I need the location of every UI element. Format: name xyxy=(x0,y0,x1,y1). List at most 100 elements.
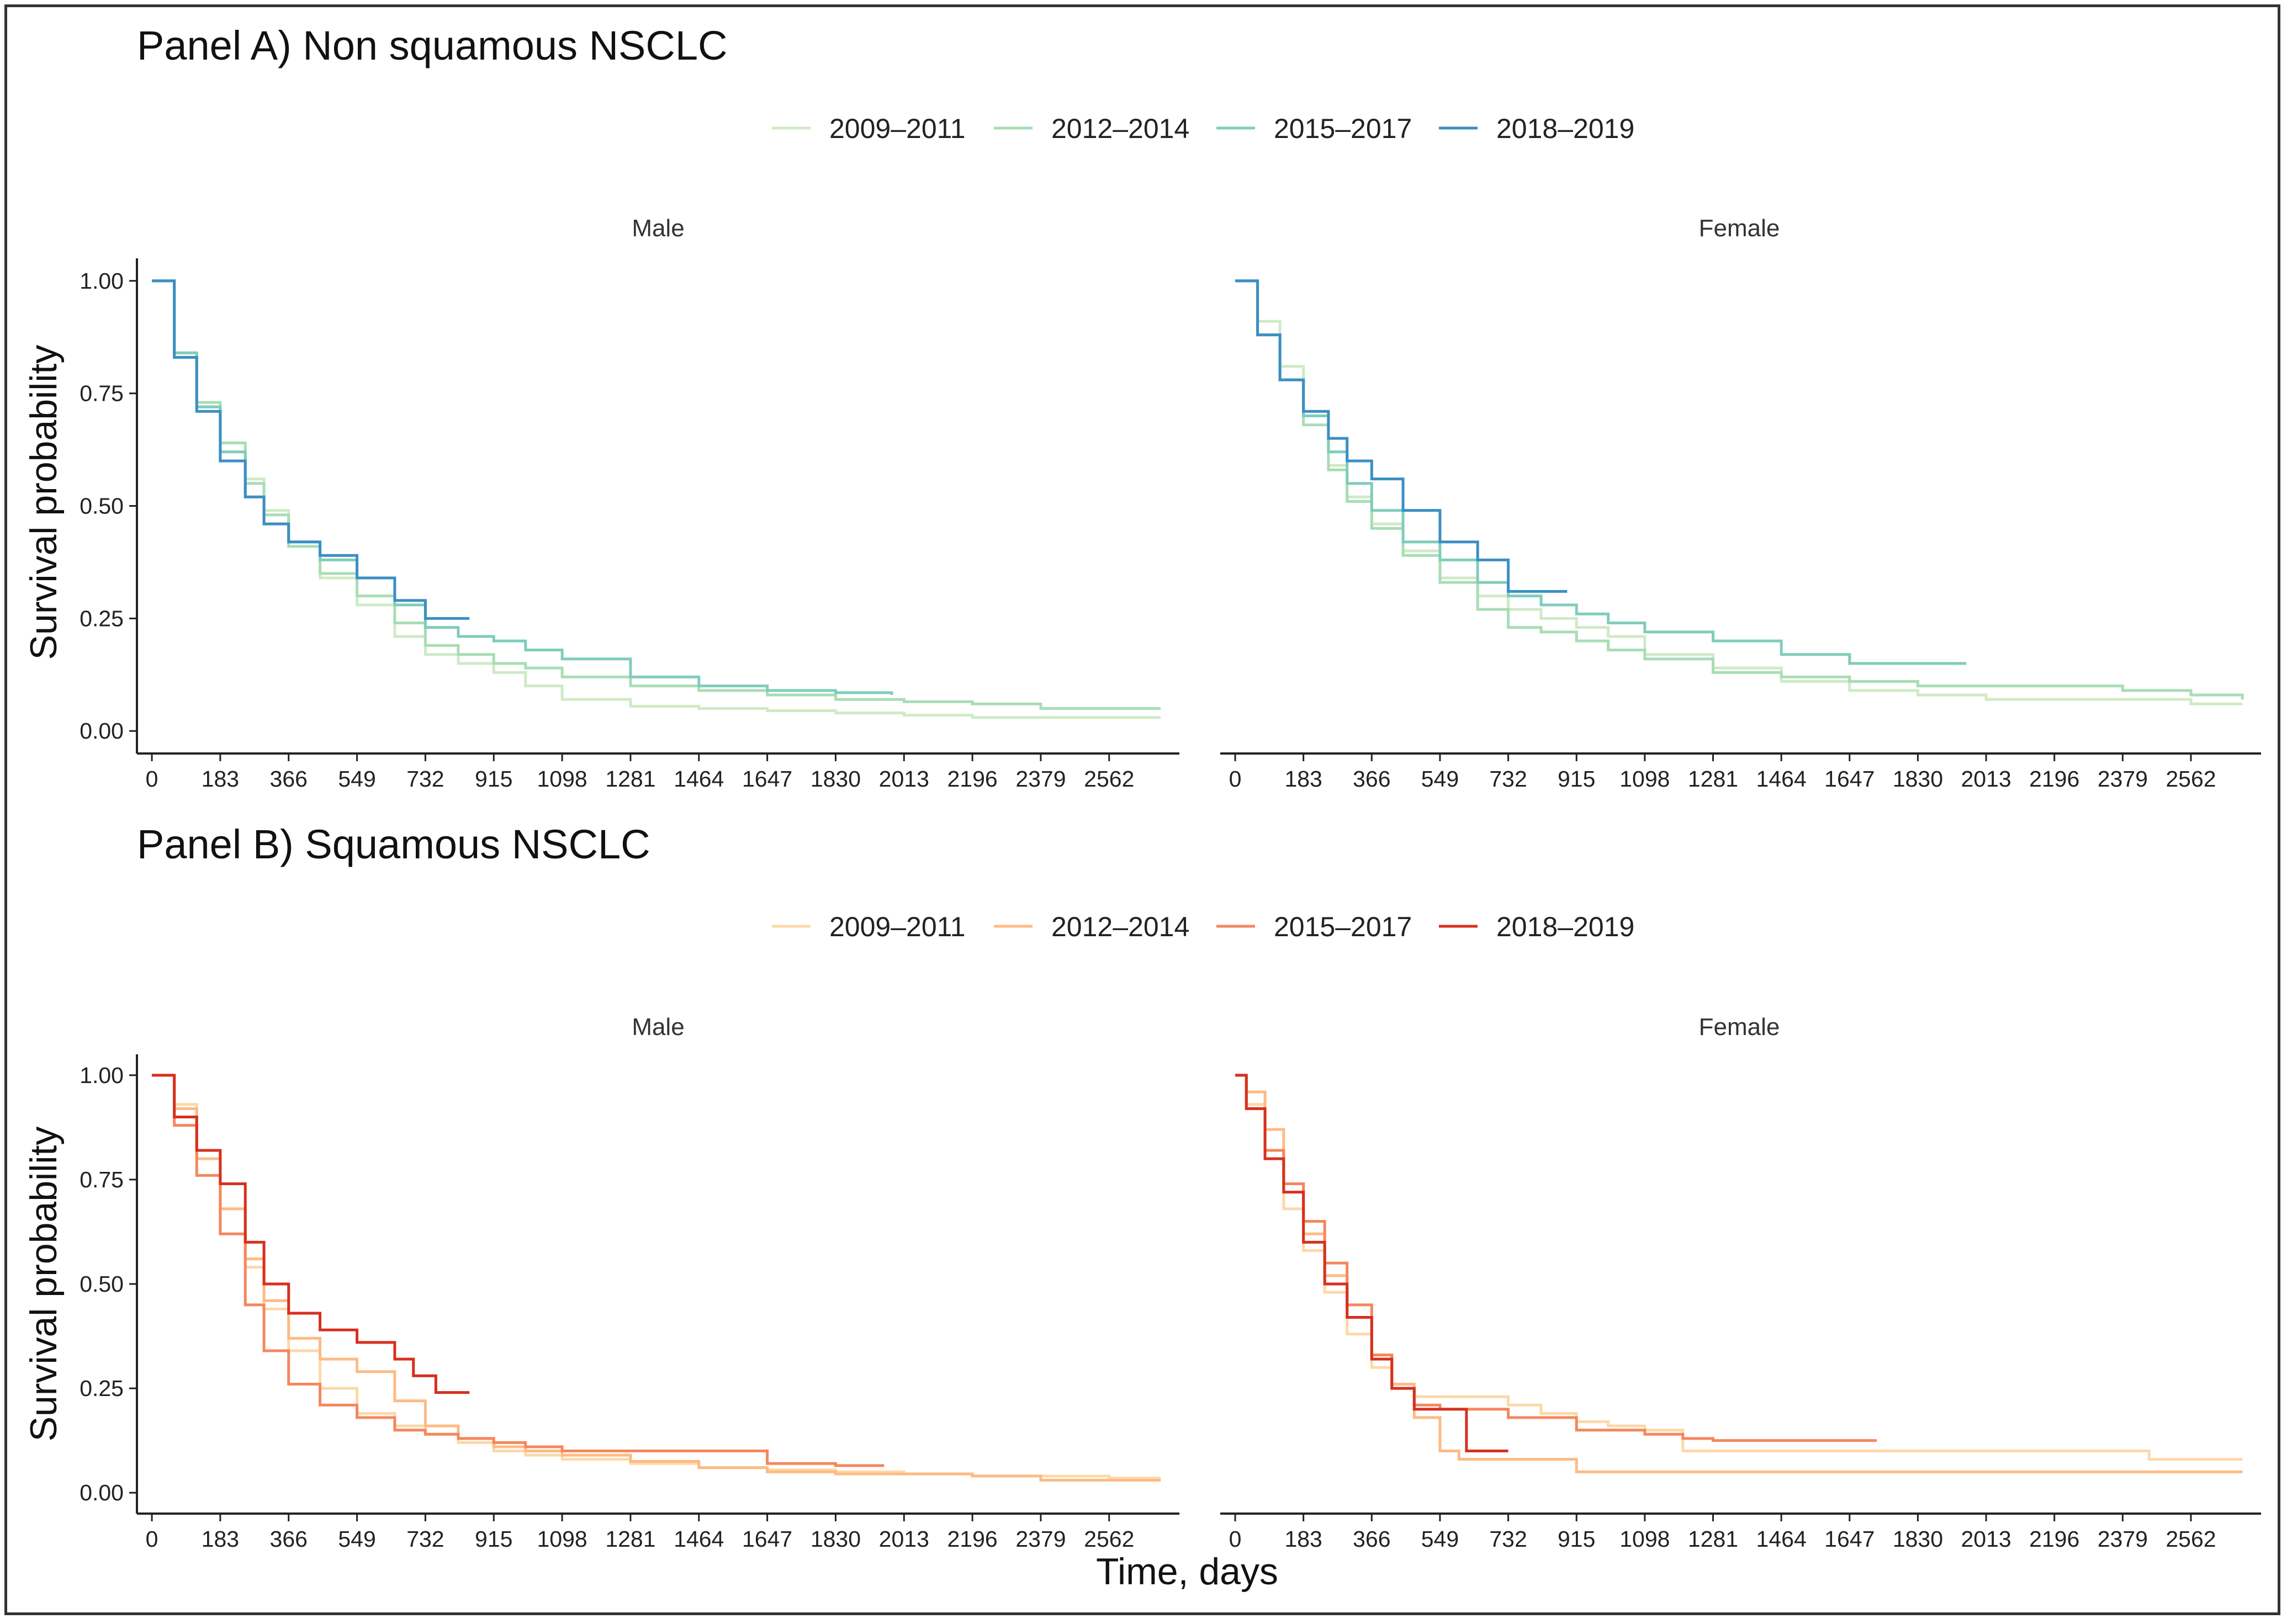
series-line-2009-2011 xyxy=(1235,1074,2243,1461)
panel-a-title: Panel A) Non squamous NSCLC xyxy=(137,23,727,68)
x-tick-label: 1464 xyxy=(1756,1526,1807,1552)
x-tick-label: 1830 xyxy=(1893,1526,1943,1552)
x-tick-label: 1464 xyxy=(1756,766,1807,792)
series-line-2012-2014 xyxy=(152,279,1161,710)
series-line-2015-2017 xyxy=(152,1074,885,1467)
x-tick-label: 2562 xyxy=(1084,766,1134,792)
x-tick-label: 2379 xyxy=(1015,766,1066,792)
x-tick-label: 183 xyxy=(1284,1526,1322,1552)
legend-a-label: 2009–2011 xyxy=(829,113,966,144)
facet-label-b-female: Female xyxy=(1699,1013,1780,1041)
x-tick-label: 732 xyxy=(1489,1526,1527,1552)
facet-label-a-male: Male xyxy=(632,215,684,242)
x-tick-label: 549 xyxy=(338,766,375,792)
legend-a-label: 2015–2017 xyxy=(1274,113,1412,144)
y-tick-label: 0.75 xyxy=(80,1167,124,1192)
legend-panel-b: 2009–2011 2012–2014 2015–2017 2018–2019 xyxy=(772,911,1634,942)
plot-panel-b-male: 0 183 366 549 732 915 1098 1281 1464 1647 1830 2013… xyxy=(80,1054,1179,1552)
x-tick-label: 2379 xyxy=(1015,1526,1066,1552)
series-line-2012-2014 xyxy=(152,1074,1161,1482)
y-axis-title-b: Survival probability xyxy=(23,1127,65,1442)
x-tick-label: 0 xyxy=(1229,1526,1242,1552)
x-tick-label: 2562 xyxy=(1084,1526,1134,1552)
panel-b-title: Panel B) Squamous NSCLC xyxy=(137,821,650,867)
x-tick-label: 2379 xyxy=(2098,1526,2148,1552)
x-tick-label: 2013 xyxy=(1961,766,2011,792)
y-tick-label: 0.50 xyxy=(80,1271,124,1297)
x-tick-label: 1281 xyxy=(605,766,655,792)
x-tick-label: 2196 xyxy=(2029,766,2079,792)
x-tick-label: 1830 xyxy=(811,1526,861,1552)
x-tick-label: 2196 xyxy=(947,1526,997,1552)
x-tick-label: 915 xyxy=(1558,766,1595,792)
x-tick-label: 1464 xyxy=(674,766,724,792)
x-tick-label: 2196 xyxy=(2029,1526,2079,1552)
x-tick-label: 549 xyxy=(1421,1526,1459,1552)
x-tick-label: 732 xyxy=(406,766,444,792)
series-line-2009-2011 xyxy=(152,279,1161,719)
x-tick-label: 1098 xyxy=(1619,1526,1670,1552)
x-tick-label: 183 xyxy=(1284,766,1322,792)
x-tick-label: 1647 xyxy=(1824,766,1875,792)
plot-panel-a-male: 0 183 366 549 732 915 1098 1281 1464 1647 1830 2013… xyxy=(80,258,1179,792)
x-tick-label: 915 xyxy=(475,766,512,792)
y-tick-label: 0.00 xyxy=(80,718,124,744)
series-line-2012-2014 xyxy=(1235,279,2244,700)
figure-frame xyxy=(4,4,2280,1615)
x-tick-label: 366 xyxy=(1353,766,1390,792)
x-tick-label: 183 xyxy=(202,1526,239,1552)
x-tick-label: 1098 xyxy=(1619,766,1670,792)
legend-b-label: 2018–2019 xyxy=(1496,911,1634,942)
series-line-2012-2014 xyxy=(1235,1074,2243,1473)
y-tick-label: 0.25 xyxy=(80,1376,124,1401)
legend-b-label: 2009–2011 xyxy=(829,911,966,942)
legend-a-label: 2012–2014 xyxy=(1051,113,1189,144)
x-tick-label: 0 xyxy=(146,766,158,792)
x-tick-label: 732 xyxy=(406,1526,444,1552)
x-tick-label: 915 xyxy=(475,1526,512,1552)
x-tick-label: 1830 xyxy=(1893,766,1943,792)
series-line-2015-2017 xyxy=(1235,1074,1877,1442)
x-tick-label: 2013 xyxy=(879,766,929,792)
y-tick-label: 1.00 xyxy=(80,268,124,294)
legend-b-label: 2015–2017 xyxy=(1274,911,1412,942)
x-tick-label: 2562 xyxy=(2166,766,2216,792)
x-tick-label: 0 xyxy=(146,1526,158,1552)
legend-b-label: 2012–2014 xyxy=(1051,911,1189,942)
facet-label-b-male: Male xyxy=(632,1013,684,1041)
plot-panel-a-female: 0 183 366 549 732 915 1098 1281 1464 1647 1830 2013… xyxy=(1220,279,2261,792)
series-line-2015-2017 xyxy=(1235,279,1967,665)
series-line-2018-2019 xyxy=(152,279,470,620)
y-tick-label: 1.00 xyxy=(80,1063,124,1088)
y-axis-title-a: Survival probability xyxy=(23,345,65,660)
x-tick-label: 2562 xyxy=(2166,1526,2216,1552)
x-tick-label: 0 xyxy=(1229,766,1242,792)
series-line-2009-2011 xyxy=(152,1074,1161,1480)
facet-label-a-female: Female xyxy=(1699,215,1780,242)
x-tick-label: 2013 xyxy=(1961,1526,2011,1552)
x-tick-label: 2013 xyxy=(879,1526,929,1552)
x-tick-label: 1464 xyxy=(674,1526,724,1552)
x-tick-label: 1830 xyxy=(811,766,861,792)
y-tick-label: 0.25 xyxy=(80,606,124,631)
plot-panel-b-female: 0 183 366 549 732 915 1098 1281 1464 1647 1830 2013… xyxy=(1220,1074,2261,1552)
x-tick-label: 549 xyxy=(338,1526,375,1552)
legend-panel-a: 2009–2011 2012–2014 2015–2017 2018–2019 xyxy=(772,113,1634,144)
x-tick-label: 1098 xyxy=(537,766,587,792)
series-line-2018-2019 xyxy=(1235,1074,1508,1453)
x-tick-label: 1098 xyxy=(537,1526,587,1552)
x-tick-label: 366 xyxy=(270,1526,308,1552)
x-tick-label: 732 xyxy=(1489,766,1527,792)
x-tick-label: 2379 xyxy=(2098,766,2148,792)
x-tick-label: 915 xyxy=(1558,1526,1595,1552)
x-tick-label: 366 xyxy=(270,766,308,792)
series-line-2018-2019 xyxy=(152,1074,470,1394)
x-tick-label: 2196 xyxy=(947,766,997,792)
x-tick-label: 1281 xyxy=(1688,1526,1738,1552)
x-tick-label: 1647 xyxy=(1824,1526,1875,1552)
x-tick-label: 1281 xyxy=(1688,766,1738,792)
x-tick-label: 366 xyxy=(1353,1526,1390,1552)
x-tick-label: 1647 xyxy=(742,766,792,792)
x-tick-label: 1281 xyxy=(605,1526,655,1552)
